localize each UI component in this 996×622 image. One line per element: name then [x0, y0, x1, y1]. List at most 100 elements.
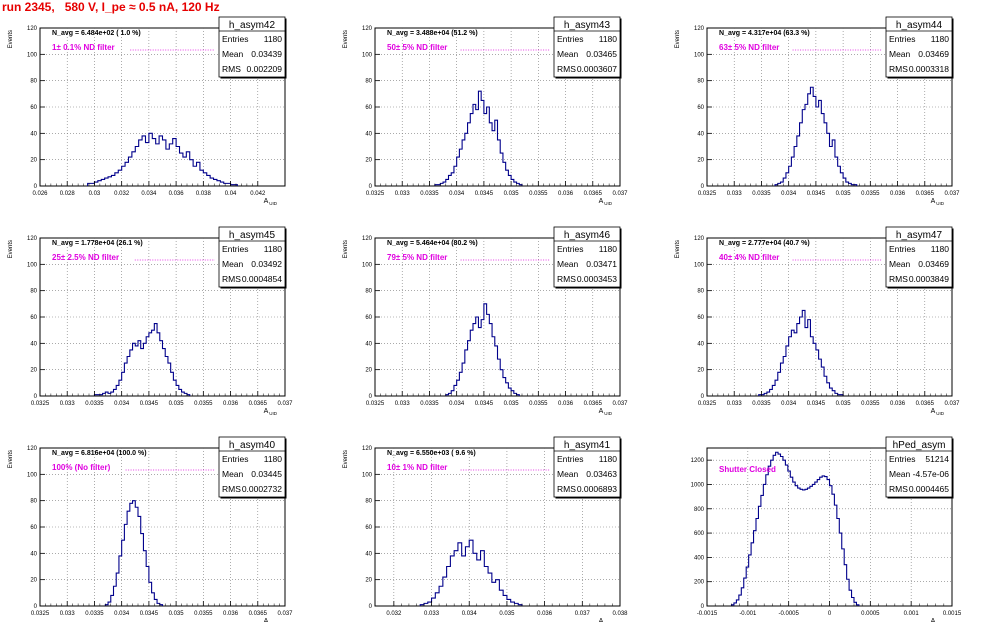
y-tick-label: 120: [694, 26, 705, 32]
stats-box: [218, 226, 286, 288]
y-tick-label: 80: [697, 289, 704, 295]
x-tick-label: 0.0335: [85, 401, 104, 407]
y-tick-label: 100: [27, 52, 38, 58]
y-tick-label: 100: [27, 472, 38, 478]
x-tick-label: 0.0335: [420, 401, 439, 407]
x-axis-label: AUID: [264, 408, 278, 416]
y-tick-label: 100: [362, 472, 373, 478]
x-tick-label: 0.0365: [916, 401, 935, 407]
x-tick-label: 0.0335: [752, 401, 771, 407]
histogram-panel-h_asym44: 0.0325 0.033 0.0335 0.034 0.0345 0.035 0.0355 0…: [675, 16, 960, 206]
y-tick-label: 0: [369, 604, 373, 610]
x-tick-label: 0.035: [499, 611, 515, 617]
x-tick-label: 0.036: [558, 401, 574, 407]
y-tick-label: 80: [365, 79, 372, 85]
y-tick-label: 0: [701, 184, 705, 190]
x-tick-label: 0.033: [424, 611, 440, 617]
filter-annotation: 40± 4% ND filter: [719, 253, 779, 262]
x-axis-label: AUID: [931, 618, 945, 622]
histogram-line: [419, 539, 523, 606]
stats-key: Mean: [889, 49, 911, 59]
y-tick-label: 120: [27, 26, 38, 32]
stats-value: 0.002209: [247, 64, 283, 74]
y-tick-label: 120: [362, 236, 373, 242]
x-axis-label: AUID: [599, 618, 613, 622]
y-tick-label: 100: [694, 262, 705, 268]
x-tick-label: 0.0325: [366, 191, 385, 197]
y-axis-label: Events: [675, 30, 681, 48]
stats-key: Entries: [889, 34, 915, 44]
stats-value: 0.03469: [918, 259, 949, 269]
y-tick-label: 0: [369, 184, 373, 190]
filter-annotation: 79± 5% ND filter: [387, 253, 447, 262]
y-tick-label: 0: [34, 184, 38, 190]
y-tick-label: 100: [362, 262, 373, 268]
x-tick-label: 0.034: [781, 191, 797, 197]
y-tick-label: 0: [369, 394, 373, 400]
y-tick-label: 200: [694, 580, 705, 586]
y-tick-label: 40: [365, 551, 372, 557]
histogram-name: h_asym40: [229, 440, 276, 451]
histogram-name: h_asym43: [564, 20, 611, 31]
x-tick-label: 0.037: [612, 401, 628, 407]
x-tick-label: 0.035: [836, 401, 852, 407]
x-tick-label: -0.0005: [778, 611, 799, 617]
navg-label: N_avg = 6.550e+03 ( 9.6 %): [387, 450, 476, 457]
filter-annotation: 10± 1% ND filter: [387, 463, 447, 472]
stats-value: 1180: [599, 454, 618, 464]
stats-value: 0.0002732: [242, 484, 282, 494]
stats-box: [885, 16, 953, 78]
y-tick-label: 20: [365, 158, 372, 164]
stats-key: Entries: [557, 34, 583, 44]
x-tick-label: 0.0325: [698, 191, 717, 197]
y-tick-label: 20: [30, 158, 37, 164]
x-tick-label: 0.037: [944, 191, 960, 197]
x-tick-label: 0.038: [612, 611, 628, 617]
histogram-panel-h_asym46: 0.0325 0.033 0.0335 0.034 0.0345 0.035 0.0355 0…: [343, 226, 628, 416]
stats-value: 0.0003607: [577, 64, 617, 74]
x-tick-label: 0.0325: [698, 401, 717, 407]
x-tick-label: 0.034: [141, 191, 157, 197]
histogram-panel-h_asym41: 0.032 0.033 0.034 0.035 0.036 0.037 0.038 0 20 40…: [343, 436, 628, 622]
x-tick-label: 0.034: [114, 401, 130, 407]
y-tick-label: 1200: [691, 458, 705, 464]
histogram-name: h_asym46: [564, 230, 611, 241]
x-tick-label: 0.033: [60, 401, 76, 407]
x-tick-label: 0.0355: [861, 191, 880, 197]
x-axis-label: AUID: [931, 408, 945, 416]
x-tick-label: 0.038: [196, 191, 212, 197]
y-tick-label: 120: [27, 236, 38, 242]
histogram-line: [758, 309, 844, 396]
histogram-line: [774, 86, 858, 186]
x-tick-label: 0.033: [60, 611, 76, 617]
histogram-line: [730, 451, 860, 606]
histogram-name: h_asym44: [896, 20, 943, 31]
y-tick-label: 20: [697, 158, 704, 164]
stats-value: 0.03445: [251, 469, 282, 479]
x-axis-label: AUID: [264, 618, 278, 622]
x-tick-label: 0.0345: [807, 401, 826, 407]
stats-value: 1180: [931, 34, 950, 44]
y-tick-label: 40: [30, 131, 37, 137]
x-tick-label: 0.036: [223, 401, 239, 407]
x-tick-label: 0.026: [32, 191, 48, 197]
stats-key: Entries: [889, 244, 915, 254]
y-tick-label: 60: [365, 525, 372, 531]
filter-annotation: 63± 5% ND filter: [719, 43, 779, 52]
histogram-panel-h_asym43: 0.0325 0.033 0.0335 0.034 0.0345 0.035 0.0355 0…: [343, 16, 628, 206]
x-tick-label: 0.035: [169, 611, 185, 617]
y-tick-label: 20: [365, 578, 372, 584]
x-tick-label: 0.037: [277, 611, 293, 617]
y-tick-label: 60: [697, 315, 704, 321]
stats-key: RMS: [557, 64, 576, 74]
histogram-panel-h_asym42: 0.026 0.028 0.03 0.032 0.034 0.036 0.038 0.04 0.…: [8, 16, 287, 206]
y-tick-label: 40: [697, 131, 704, 137]
x-tick-label: 0.035: [504, 401, 520, 407]
stats-value: 0.0006893: [577, 484, 617, 494]
histogram-name: h_asym47: [896, 230, 943, 241]
stats-key: Entries: [889, 454, 915, 464]
stats-value: 0.0004465: [909, 484, 949, 494]
y-tick-label: 80: [697, 79, 704, 85]
y-tick-label: 20: [30, 578, 37, 584]
x-tick-label: 0.0015: [943, 611, 962, 617]
